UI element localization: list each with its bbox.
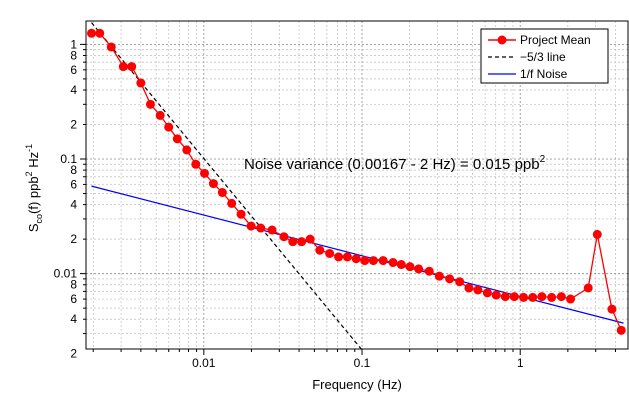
project-mean-point — [616, 325, 626, 335]
project-mean-point — [566, 294, 576, 304]
y-tick-label: 4 — [70, 198, 77, 212]
project-mean-point — [191, 159, 201, 169]
project-mean-point — [342, 252, 352, 262]
y-tick-label: 4 — [70, 312, 77, 326]
project-mean-point — [547, 292, 557, 302]
y-tick-label: 8 — [70, 278, 77, 292]
y-tick-label: 0.1 — [60, 152, 77, 166]
project-mean-point — [464, 283, 474, 293]
project-mean-point — [305, 234, 315, 244]
project-mean-point — [95, 28, 105, 38]
project-mean-point — [405, 262, 415, 272]
x-tick-label: 0.1 — [354, 356, 371, 370]
legend-53-line-label: −5/3 line — [520, 50, 566, 64]
legend-project-mean-label: Project Mean — [520, 33, 591, 47]
project-mean-point — [200, 168, 210, 178]
y-tick-label: 8 — [70, 49, 77, 63]
project-mean-point — [519, 292, 529, 302]
y-tick-label: 2 — [70, 232, 77, 246]
series-layer — [86, 22, 626, 351]
noise-variance-annotation: Noise variance (0.00167 - 2 Hz) = 0.015 … — [244, 154, 546, 173]
y-axis-title: Sco(f) ppb2 Hz-1 — [24, 144, 44, 232]
project-mean-point — [288, 237, 298, 247]
project-mean-point — [315, 245, 325, 255]
project-mean-point — [145, 99, 155, 109]
project-mean-point — [434, 271, 444, 281]
project-mean-point — [583, 283, 593, 293]
y-tick-label: 6 — [70, 292, 77, 306]
legend-1f-noise-label: 1/f Noise — [520, 67, 568, 81]
project-mean-point — [297, 237, 307, 247]
project-mean-point — [500, 292, 510, 302]
project-mean-point — [368, 256, 378, 266]
project-mean-point — [155, 110, 165, 120]
legend-project-mean-marker — [497, 35, 507, 45]
project-mean-point — [607, 304, 617, 314]
project-mean-point — [106, 42, 116, 52]
project-mean-point — [473, 285, 483, 295]
y-tick-label: 0.01 — [54, 267, 78, 281]
project-mean-point — [509, 292, 519, 302]
project-mean-point — [172, 134, 182, 144]
project-mean-point — [217, 188, 227, 198]
y-tick-label: 6 — [70, 63, 77, 77]
project-mean-point — [351, 254, 361, 264]
project-mean-point — [334, 252, 344, 262]
project-mean-point — [246, 221, 256, 231]
project-mean-point — [378, 256, 388, 266]
y-tick-label: 1 — [70, 37, 77, 51]
x-axis-title: Frequency (Hz) — [312, 377, 402, 392]
project-mean-point — [86, 28, 96, 38]
legend: Project Mean −5/3 line 1/f Noise — [480, 28, 609, 84]
x-tick-label: 0.01 — [192, 356, 216, 370]
x-tick-label: 1 — [517, 356, 524, 370]
plot-frame — [85, 20, 629, 350]
project-mean-point — [236, 209, 246, 219]
y-tick-label: 2 — [70, 347, 77, 361]
project-mean-point — [164, 122, 174, 132]
project-mean-point — [424, 266, 434, 276]
project-mean-point — [256, 223, 266, 233]
project-mean-point — [325, 248, 335, 258]
project-mean-point — [528, 292, 538, 302]
project-mean-point — [396, 260, 406, 270]
project-mean-point — [388, 258, 398, 268]
project-mean-point — [127, 62, 137, 72]
project-mean-point — [537, 292, 547, 302]
minus-five-thirds-line — [91, 22, 363, 351]
y-tick-label: 6 — [70, 177, 77, 191]
y-tick-label: 4 — [70, 83, 77, 97]
project-mean-point — [208, 179, 218, 189]
project-mean-point — [455, 277, 465, 287]
project-mean-point — [136, 78, 146, 88]
project-mean-point — [267, 225, 277, 235]
project-mean-point — [118, 62, 128, 72]
project-mean-point — [491, 290, 501, 300]
project-mean-point — [360, 256, 370, 266]
project-mean-point — [414, 264, 424, 274]
y-tick-label: 8 — [70, 163, 77, 177]
project-mean-point — [182, 145, 192, 155]
project-mean-point — [592, 229, 602, 239]
project-mean-point — [227, 198, 237, 208]
project-mean-point — [279, 232, 289, 242]
grid — [86, 21, 628, 349]
project-mean-point — [445, 274, 455, 284]
y-tick-label: 2 — [70, 118, 77, 132]
project-mean-point — [556, 292, 566, 302]
project-mean-point — [482, 288, 492, 298]
